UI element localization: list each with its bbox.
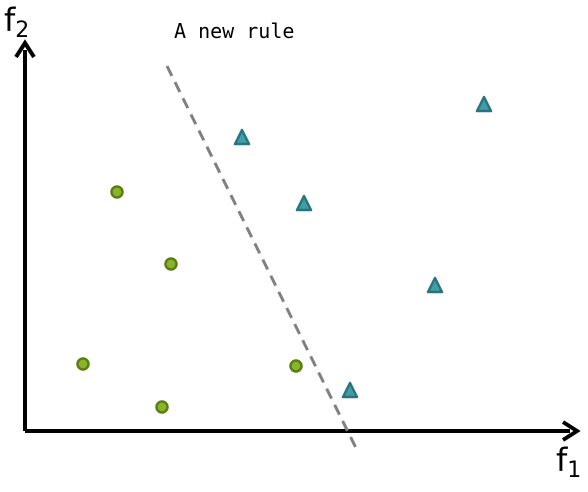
class-a-point — [110, 185, 124, 199]
y-axis-label: f2 — [4, 1, 29, 43]
class-b-point — [233, 128, 251, 146]
class-a-point — [155, 400, 169, 414]
class-a-points — [76, 185, 303, 414]
y-axis-letter: f — [4, 1, 16, 39]
x-axis-subscript: 1 — [567, 458, 581, 483]
decision-rule-line — [165, 65, 359, 451]
class-b-point — [295, 194, 313, 212]
class-a-point — [164, 257, 178, 271]
x-axis-label: f1 — [556, 441, 581, 483]
class-b-point — [475, 95, 493, 113]
x-axis-arrowhead — [561, 420, 581, 442]
y-axis-subscript: 2 — [15, 18, 29, 43]
class-a-point — [76, 357, 90, 371]
class-b-points — [233, 95, 493, 399]
x-axis-letter: f — [556, 441, 568, 479]
rule-title: A new rule — [174, 19, 294, 43]
class-b-point — [341, 381, 359, 399]
class-b-point — [426, 276, 444, 294]
class-a-point — [289, 359, 303, 373]
y-axis-arrowhead — [14, 39, 36, 59]
